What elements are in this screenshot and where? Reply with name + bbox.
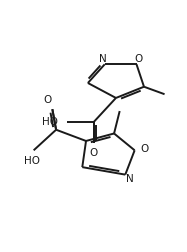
Text: N: N	[125, 174, 133, 184]
Text: O: O	[89, 148, 98, 158]
Text: O: O	[140, 144, 148, 154]
Text: O: O	[135, 54, 143, 65]
Text: HO: HO	[24, 155, 40, 166]
Text: HO: HO	[42, 117, 58, 127]
Text: N: N	[99, 54, 107, 65]
Text: O: O	[44, 95, 52, 105]
